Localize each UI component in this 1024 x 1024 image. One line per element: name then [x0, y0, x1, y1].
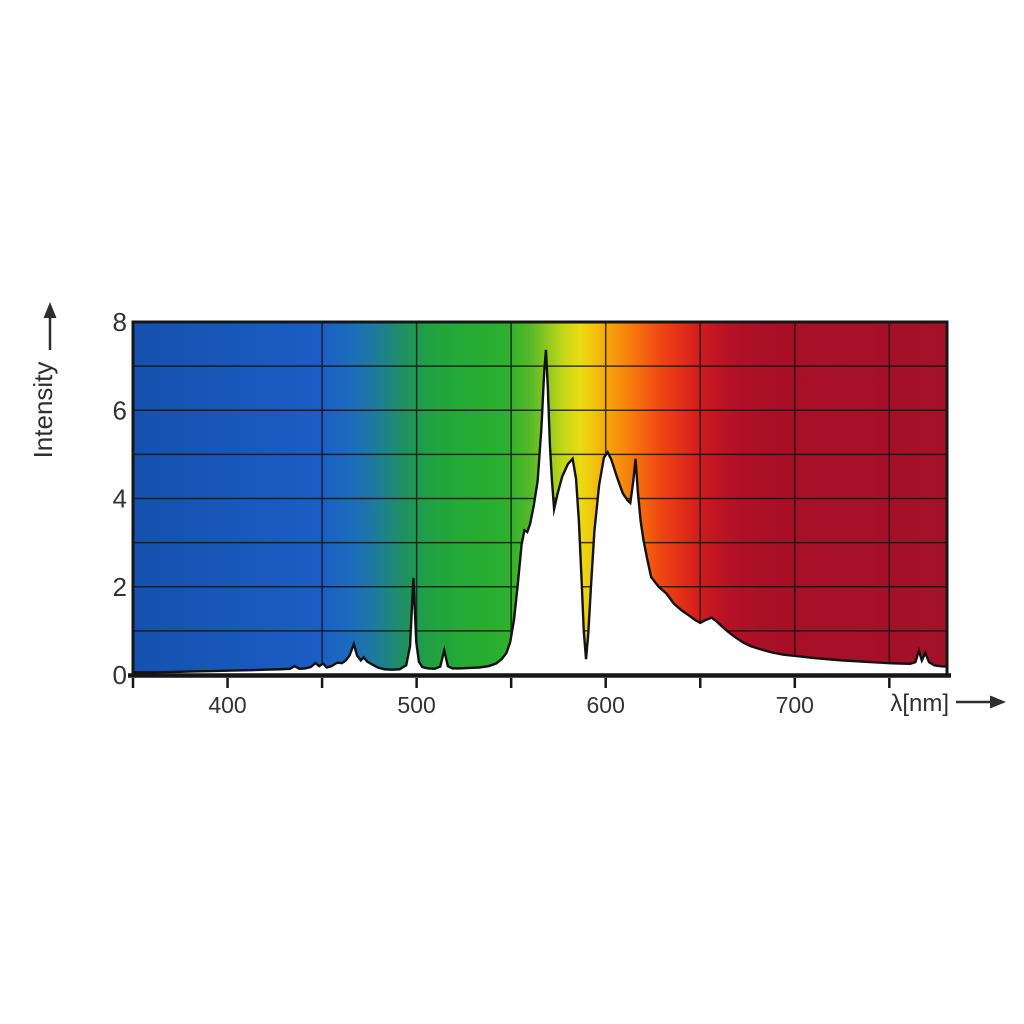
under-curve-area	[133, 349, 947, 675]
x-tick-label-400: 400	[208, 692, 246, 718]
x-axis-arrow-icon	[990, 695, 1006, 709]
y-tick-label-8: 8	[113, 307, 127, 337]
y-tick-label-0: 0	[113, 660, 127, 690]
y-axis-arrow-icon	[43, 302, 57, 318]
y-tick-label-2: 2	[113, 572, 127, 602]
spectral-curve	[131, 349, 949, 674]
x-axis-title: λ[nm]	[890, 690, 949, 717]
x-tick-label-700: 700	[776, 692, 814, 718]
x-tick-label-600: 600	[587, 692, 625, 718]
y-axis-title-group: Intensity	[28, 302, 58, 458]
y-tick-label-6: 6	[113, 395, 127, 425]
y-tick-label-4: 4	[113, 484, 127, 514]
x-tick-label-500: 500	[397, 692, 435, 718]
y-axis-title: Intensity	[28, 362, 58, 459]
x-axis-title-group: λ[nm]	[890, 690, 1006, 717]
plot-area: 400 500 600 700 0 2 4 6 8	[113, 307, 951, 718]
